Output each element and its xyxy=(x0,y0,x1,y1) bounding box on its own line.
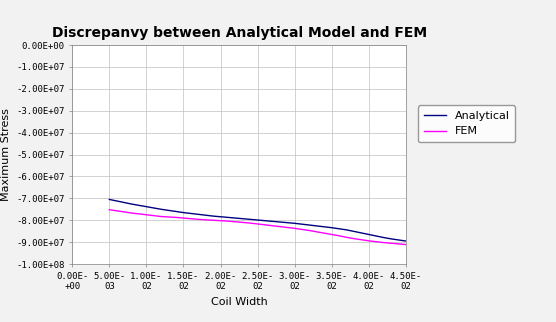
FEM xyxy=(336,234,342,238)
FEM xyxy=(225,219,231,223)
Analytical xyxy=(343,228,350,232)
FEM xyxy=(180,216,187,220)
Analytical xyxy=(247,217,254,221)
FEM xyxy=(143,213,150,217)
FEM xyxy=(329,232,335,236)
Analytical xyxy=(321,225,327,229)
Analytical xyxy=(232,216,239,220)
FEM xyxy=(113,209,120,213)
FEM xyxy=(269,224,276,228)
Analytical xyxy=(128,202,135,206)
Analytical xyxy=(136,204,142,207)
FEM xyxy=(299,228,305,232)
Line: FEM: FEM xyxy=(110,210,406,244)
FEM xyxy=(380,241,387,244)
Analytical xyxy=(336,227,342,231)
Analytical xyxy=(195,213,202,216)
Analytical xyxy=(143,205,150,209)
FEM xyxy=(232,220,239,224)
FEM xyxy=(351,237,358,241)
Legend: Analytical, FEM: Analytical, FEM xyxy=(418,105,515,142)
Analytical xyxy=(158,207,165,211)
FEM xyxy=(240,221,246,224)
Y-axis label: Maximum Stress: Maximum Stress xyxy=(1,108,11,201)
FEM xyxy=(291,226,298,230)
Analytical xyxy=(240,217,246,221)
Analytical xyxy=(225,215,231,219)
FEM xyxy=(254,222,261,226)
FEM xyxy=(343,235,350,239)
Analytical xyxy=(403,239,409,243)
X-axis label: Coil Width: Coil Width xyxy=(211,297,267,307)
Analytical xyxy=(106,197,113,201)
Analytical xyxy=(173,210,180,213)
FEM xyxy=(306,229,313,232)
FEM xyxy=(284,225,291,229)
Analytical xyxy=(373,234,380,238)
FEM xyxy=(262,223,269,227)
Analytical xyxy=(388,237,394,241)
Line: Analytical: Analytical xyxy=(110,199,406,241)
Analytical xyxy=(365,232,372,236)
Analytical xyxy=(262,219,269,223)
Analytical xyxy=(380,236,387,240)
Title: Discrepanvy between Analytical Model and FEM: Discrepanvy between Analytical Model and… xyxy=(52,26,426,40)
FEM xyxy=(210,218,216,222)
Analytical xyxy=(151,206,157,210)
FEM xyxy=(403,242,409,246)
Analytical xyxy=(165,208,172,212)
FEM xyxy=(165,215,172,219)
Analytical xyxy=(299,222,305,226)
FEM xyxy=(217,219,224,223)
Analytical xyxy=(254,218,261,222)
FEM xyxy=(151,214,157,218)
Analytical xyxy=(202,213,209,217)
Analytical xyxy=(276,220,283,224)
Analytical xyxy=(306,223,313,227)
FEM xyxy=(276,225,283,229)
Analytical xyxy=(314,224,320,228)
Analytical xyxy=(329,226,335,230)
Analytical xyxy=(269,219,276,223)
FEM xyxy=(321,231,327,235)
FEM xyxy=(106,208,113,212)
Analytical xyxy=(291,222,298,225)
FEM xyxy=(158,214,165,218)
FEM xyxy=(121,210,127,214)
FEM xyxy=(314,230,320,234)
FEM xyxy=(395,242,402,246)
FEM xyxy=(358,238,365,242)
Analytical xyxy=(284,221,291,224)
FEM xyxy=(136,212,142,216)
Analytical xyxy=(351,230,358,233)
Analytical xyxy=(358,231,365,235)
FEM xyxy=(128,211,135,215)
FEM xyxy=(388,241,394,245)
Analytical xyxy=(210,214,216,218)
FEM xyxy=(247,221,254,225)
Analytical xyxy=(180,211,187,214)
FEM xyxy=(373,240,380,244)
Analytical xyxy=(121,201,127,204)
FEM xyxy=(173,215,180,219)
FEM xyxy=(195,217,202,221)
Analytical xyxy=(187,212,194,215)
FEM xyxy=(365,239,372,243)
Analytical xyxy=(113,199,120,203)
FEM xyxy=(187,217,194,221)
Analytical xyxy=(395,238,402,242)
Analytical xyxy=(217,215,224,219)
FEM xyxy=(202,218,209,222)
